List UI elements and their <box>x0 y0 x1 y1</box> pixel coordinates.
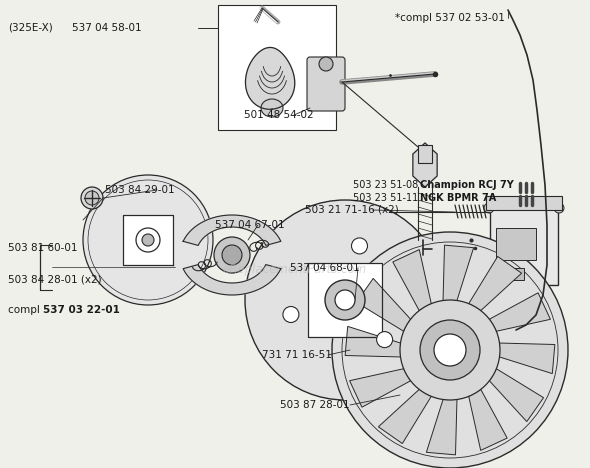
Text: 537 03 22-01: 537 03 22-01 <box>43 305 120 315</box>
Text: (325E-X): (325E-X) <box>8 23 53 33</box>
Polygon shape <box>427 400 457 455</box>
Circle shape <box>376 332 392 348</box>
Circle shape <box>81 187 103 209</box>
Circle shape <box>283 307 299 322</box>
Circle shape <box>554 203 564 213</box>
Text: 503 21 71-16 (x2): 503 21 71-16 (x2) <box>305 205 399 215</box>
Ellipse shape <box>261 99 283 117</box>
Polygon shape <box>489 369 543 422</box>
Circle shape <box>214 237 250 273</box>
Circle shape <box>222 245 242 265</box>
Polygon shape <box>468 256 522 311</box>
Polygon shape <box>356 278 411 331</box>
Circle shape <box>352 238 368 254</box>
Circle shape <box>245 200 445 400</box>
Text: NGK BPMR 7A: NGK BPMR 7A <box>420 193 496 203</box>
Text: 503 81 60-01: 503 81 60-01 <box>8 243 77 253</box>
Text: 503 23 51-11: 503 23 51-11 <box>353 193 421 203</box>
Circle shape <box>325 280 365 320</box>
Polygon shape <box>350 369 411 407</box>
Text: 537 04 68-01: 537 04 68-01 <box>290 263 360 273</box>
Circle shape <box>142 234 154 246</box>
Polygon shape <box>183 215 281 245</box>
Polygon shape <box>443 245 474 300</box>
Polygon shape <box>345 326 401 357</box>
Bar <box>418 145 432 163</box>
Circle shape <box>342 242 558 458</box>
Circle shape <box>420 320 480 380</box>
Polygon shape <box>468 389 507 450</box>
Polygon shape <box>123 215 173 265</box>
Text: *compl 537 02 53-01: *compl 537 02 53-01 <box>395 13 505 23</box>
Text: 503 84 28-01 (x2): 503 84 28-01 (x2) <box>8 275 101 285</box>
Text: 503 87 28-01: 503 87 28-01 <box>280 400 350 410</box>
Polygon shape <box>183 264 281 295</box>
Polygon shape <box>500 343 555 373</box>
Text: 501 48 54-02: 501 48 54-02 <box>244 110 314 120</box>
Circle shape <box>484 203 494 213</box>
Polygon shape <box>393 249 431 311</box>
Bar <box>218 5 336 130</box>
Circle shape <box>136 228 160 252</box>
Polygon shape <box>378 389 431 444</box>
Text: eReplacementParts.com: eReplacementParts.com <box>223 263 367 277</box>
Text: 537 04 58-01: 537 04 58-01 <box>72 23 142 33</box>
Text: 731 71 16-51: 731 71 16-51 <box>262 350 332 360</box>
Polygon shape <box>245 47 295 110</box>
Polygon shape <box>308 263 382 337</box>
Text: Champion RCJ 7Y: Champion RCJ 7Y <box>420 180 514 190</box>
Text: compl: compl <box>8 305 43 315</box>
Bar <box>490 200 558 285</box>
Circle shape <box>85 191 99 205</box>
Circle shape <box>319 57 333 71</box>
Bar <box>486 196 562 210</box>
Polygon shape <box>413 143 437 187</box>
Text: 537 04 67-01: 537 04 67-01 <box>215 220 284 230</box>
Circle shape <box>335 290 355 310</box>
Circle shape <box>400 300 500 400</box>
Circle shape <box>332 232 568 468</box>
Circle shape <box>88 180 208 300</box>
Bar <box>508 268 524 280</box>
Bar <box>496 228 536 260</box>
Text: 503 84 29-01: 503 84 29-01 <box>105 185 175 195</box>
Circle shape <box>83 175 213 305</box>
Text: 503 23 51-08: 503 23 51-08 <box>353 180 421 190</box>
FancyBboxPatch shape <box>307 57 345 111</box>
Circle shape <box>434 334 466 366</box>
Polygon shape <box>489 293 550 331</box>
